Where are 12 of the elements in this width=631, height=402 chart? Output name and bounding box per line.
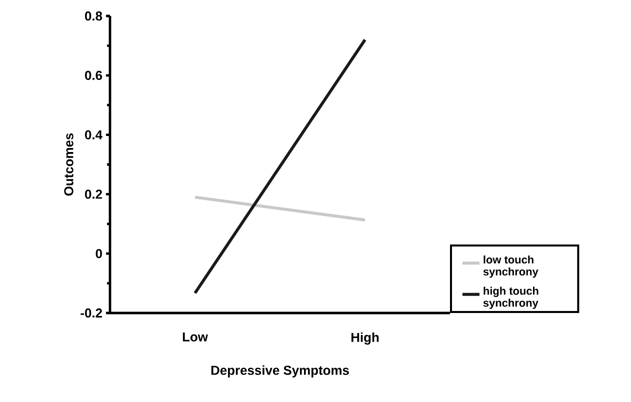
x-tick-label: High (351, 332, 379, 345)
y-tick-label: 0 (96, 249, 102, 258)
y-tick-label: -0.2 (80, 308, 102, 318)
y-axis-title: Outcomes (64, 133, 74, 196)
x-tick-label: Low (182, 332, 208, 342)
y-tick-label: 0.8 (85, 11, 102, 21)
x-axis-title: Depressive Symptoms (211, 365, 349, 378)
legend-label: low touch synchrony (483, 255, 538, 278)
y-tick-label: 0.4 (85, 130, 102, 140)
y-tick-label: 0.6 (85, 70, 102, 80)
y-tick-label: 0.2 (85, 190, 102, 199)
legend-label: high touch synchrony (483, 286, 538, 309)
